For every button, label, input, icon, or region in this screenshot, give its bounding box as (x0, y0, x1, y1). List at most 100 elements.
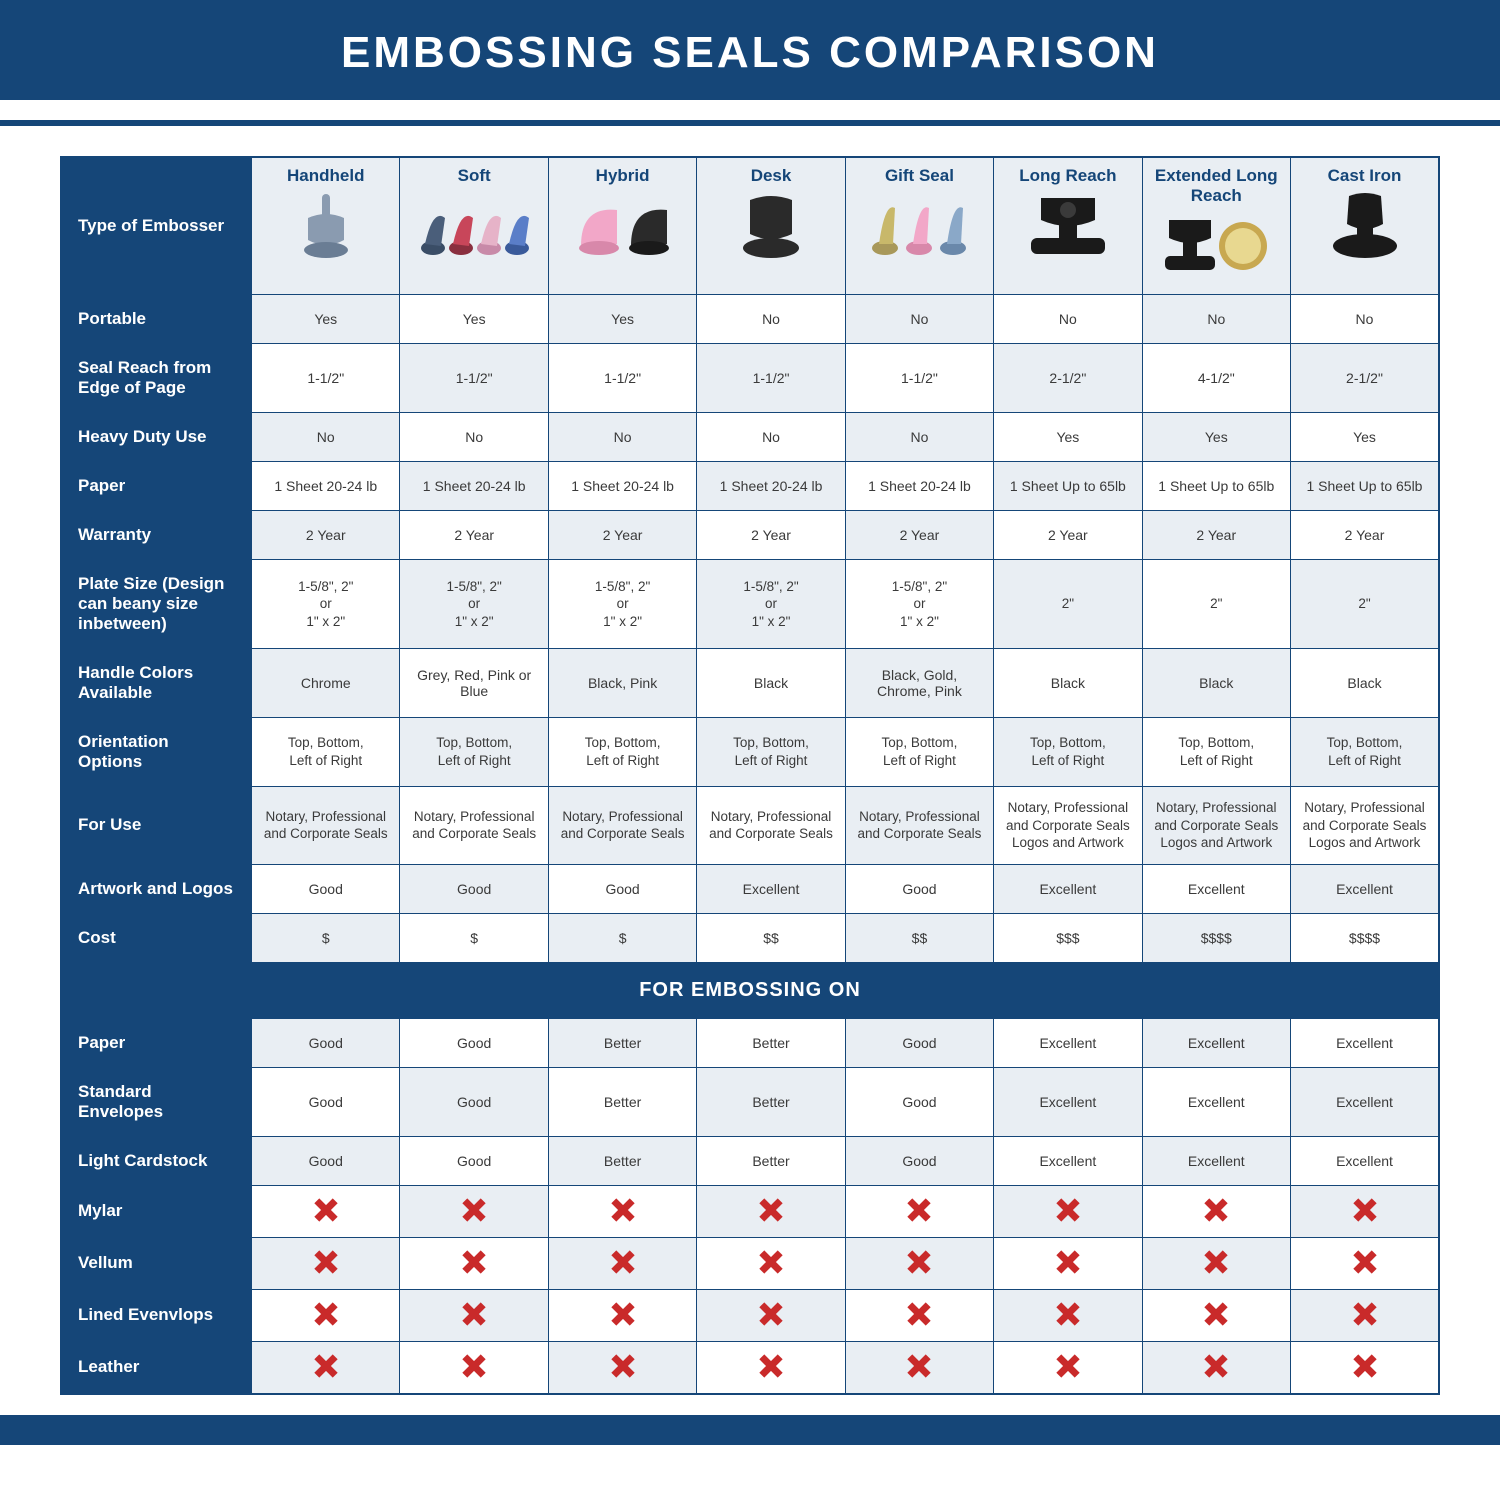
table-cell (845, 1237, 993, 1289)
cross-icon (462, 1198, 486, 1222)
table-cell: Notary, Professional and Corporate Seals (400, 787, 548, 865)
comparison-table: Type of Embosser Handheld Soft Hybrid De… (60, 156, 1440, 1395)
table-cell: 1-1/2" (845, 344, 993, 413)
table-cell: Excellent (1291, 1018, 1440, 1067)
cross-icon (462, 1302, 486, 1326)
table-cell: Notary, Professional and Corporate Seals… (1291, 787, 1440, 865)
table-cell: Black (697, 649, 845, 718)
table-cell: Top, Bottom,Left of Right (252, 718, 400, 787)
table-cell (1142, 1237, 1290, 1289)
table-cell: Better (697, 1018, 845, 1067)
col-head-label: Extended Long Reach (1147, 166, 1286, 206)
row-label: Plate Size (Design can beany size inbetw… (61, 560, 252, 649)
table-cell: Good (252, 864, 400, 913)
cross-icon (759, 1250, 783, 1274)
row-foruse: For Use Notary, Professional and Corpora… (61, 787, 1439, 865)
table-cell: $ (548, 913, 696, 962)
table-cell: $$$ (994, 913, 1142, 962)
table-cell (1291, 1237, 1440, 1289)
row-e-vellum: Vellum (61, 1237, 1439, 1289)
table-cell (697, 1289, 845, 1341)
table-cell: Better (548, 1136, 696, 1185)
table-cell: Excellent (994, 1067, 1142, 1136)
table-cell (697, 1341, 845, 1394)
giftseal-icon (850, 186, 989, 270)
table-cell: No (400, 413, 548, 462)
table-cell: Good (400, 1136, 548, 1185)
row-plate: Plate Size (Design can beany size inbetw… (61, 560, 1439, 649)
table-cell: Excellent (1142, 1136, 1290, 1185)
cross-icon (611, 1302, 635, 1326)
table-cell: 1 Sheet Up to 65lb (1291, 462, 1440, 511)
cross-icon (314, 1354, 338, 1378)
table-cell (1291, 1185, 1440, 1237)
table-cell (697, 1185, 845, 1237)
extlong-icon (1147, 206, 1286, 290)
footer-band (0, 1415, 1500, 1445)
table-cell: 2 Year (994, 511, 1142, 560)
cross-icon (462, 1354, 486, 1378)
table-cell: Notary, Professional and Corporate Seals (697, 787, 845, 865)
row-label: Handle Colors Available (61, 649, 252, 718)
table-cell: Top, Bottom,Left of Right (1142, 718, 1290, 787)
table-cell (1142, 1289, 1290, 1341)
col-head-hybrid: Hybrid (548, 157, 696, 295)
row-label: Lined Evenvlops (61, 1289, 252, 1341)
table-cell: No (1142, 295, 1290, 344)
table-cell: Good (400, 864, 548, 913)
table-cell: 1 Sheet 20-24 lb (697, 462, 845, 511)
table-cell: Notary, Professional and Corporate Seals (548, 787, 696, 865)
table-cell: 1 Sheet 20-24 lb (845, 462, 993, 511)
table-cell: 1-5/8", 2"or1" x 2" (400, 560, 548, 649)
row-e-leather: Leather (61, 1341, 1439, 1394)
table-cell: 1 Sheet 20-24 lb (548, 462, 696, 511)
cross-icon (907, 1250, 931, 1274)
table-cell: Good (252, 1018, 400, 1067)
table-cell: Yes (252, 295, 400, 344)
cross-icon (1204, 1354, 1228, 1378)
row-label: Light Cardstock (61, 1136, 252, 1185)
table-cell (400, 1289, 548, 1341)
table-cell: $$$$ (1142, 913, 1290, 962)
table-cell (1291, 1289, 1440, 1341)
section-label: FOR EMBOSSING ON (61, 962, 1439, 1018)
table-cell: Good (252, 1136, 400, 1185)
col-head-label: Cast Iron (1295, 166, 1434, 186)
table-cell: 1-5/8", 2"or1" x 2" (252, 560, 400, 649)
table-cell: 1-5/8", 2"or1" x 2" (697, 560, 845, 649)
divider-gap (0, 100, 1500, 110)
row-handle: Handle Colors Available Chrome Grey, Red… (61, 649, 1439, 718)
row-label: Cost (61, 913, 252, 962)
table-cell: Grey, Red, Pink or Blue (400, 649, 548, 718)
cross-icon (314, 1198, 338, 1222)
handheld-icon (256, 186, 395, 270)
table-cell (400, 1237, 548, 1289)
table-cell: 2-1/2" (994, 344, 1142, 413)
table-cell: Yes (400, 295, 548, 344)
table-cell: Good (845, 1136, 993, 1185)
table-cell: 4-1/2" (1142, 344, 1290, 413)
col-head-label: Soft (404, 166, 543, 186)
table-cell: Excellent (1142, 1018, 1290, 1067)
table-cell: 2 Year (252, 511, 400, 560)
table-cell: Top, Bottom,Left of Right (994, 718, 1142, 787)
row-label: Warranty (61, 511, 252, 560)
table-cell (1142, 1341, 1290, 1394)
table-cell: No (697, 295, 845, 344)
table-cell: Black, Pink (548, 649, 696, 718)
comparison-table-wrap: Type of Embosser Handheld Soft Hybrid De… (0, 156, 1500, 1395)
row-label: Paper (61, 1018, 252, 1067)
table-cell: 1 Sheet 20-24 lb (252, 462, 400, 511)
row-e-paper: Paper Good Good Better Better Good Excel… (61, 1018, 1439, 1067)
table-cell: $$$$ (1291, 913, 1440, 962)
table-cell (548, 1341, 696, 1394)
col-head-castiron: Cast Iron (1291, 157, 1440, 295)
table-cell: Excellent (1291, 1136, 1440, 1185)
col-head-label: Hybrid (553, 166, 692, 186)
table-cell (548, 1185, 696, 1237)
cross-icon (1353, 1354, 1377, 1378)
table-cell (400, 1341, 548, 1394)
table-cell: Top, Bottom,Left of Right (548, 718, 696, 787)
table-cell: $ (400, 913, 548, 962)
row-label: Leather (61, 1341, 252, 1394)
